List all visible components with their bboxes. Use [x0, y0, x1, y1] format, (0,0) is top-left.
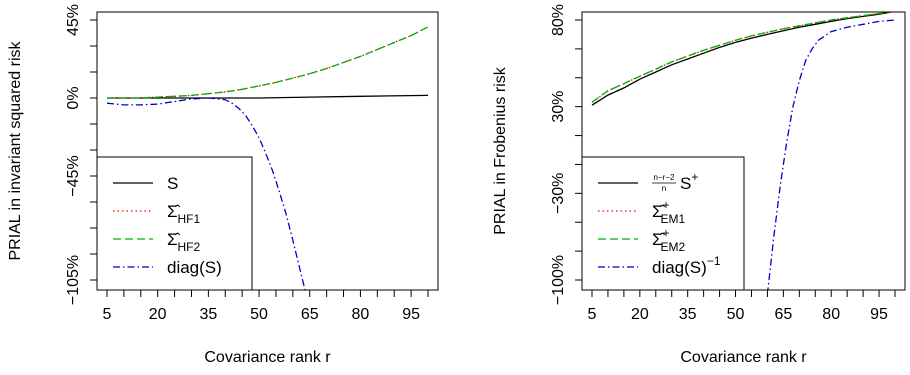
legend-box — [96, 156, 253, 291]
y-axis-label: PRIAL in invariant squared risk — [7, 40, 24, 260]
series-line-2 — [107, 26, 429, 99]
series-lines — [591, 12, 896, 290]
x-tick-label: 95 — [402, 306, 420, 323]
x-tick-label: 80 — [352, 306, 370, 323]
x-tick-label: 50 — [727, 306, 745, 323]
series-line-2 — [591, 12, 895, 103]
y-tick-label: −45% — [65, 155, 82, 196]
legend-label: diag(S) — [167, 258, 222, 277]
series-line-4 — [767, 19, 896, 290]
series-line-3 — [591, 12, 895, 103]
x-axis: 5 20 35 50 65 80 95 — [588, 290, 896, 323]
chart-panel-1: 5 20 35 50 65 80 95 Covariance rank r −105% −45% 0… — [7, 4, 439, 366]
x-tick-label: 95 — [870, 306, 888, 323]
x-tick-label: 35 — [679, 306, 697, 323]
x-tick-label: 5 — [103, 306, 112, 323]
series-line-4 — [106, 97, 306, 290]
x-tick-label: 20 — [631, 306, 649, 323]
series-line-1 — [591, 12, 895, 106]
x-axis-label: Covariance rank r — [680, 349, 807, 366]
x-tick-label: 5 — [588, 306, 597, 323]
y-axis: −100% −30% 30% 80% — [550, 4, 582, 305]
y-tick-label: −30% — [550, 173, 567, 214]
y-tick-label: 0% — [65, 86, 82, 109]
x-axis-label: Covariance rank r — [204, 349, 331, 366]
x-axis: 5 20 35 50 65 80 95 — [103, 290, 429, 323]
legend-label: Σ̂HF1 — [167, 202, 201, 226]
fraction-denominator: n — [662, 184, 666, 193]
x-tick-label: 50 — [250, 306, 268, 323]
plot-frame — [96, 11, 439, 291]
legend-label: diag(S)−1 — [652, 254, 721, 277]
fraction-numerator: n−r−2 — [654, 173, 675, 182]
y-axis: −105% −45% 0% 45% — [65, 4, 97, 305]
series-line-3 — [107, 26, 429, 99]
y-tick-label: −100% — [550, 255, 567, 305]
y-tick-label: 80% — [550, 4, 567, 36]
legend-box — [581, 156, 745, 291]
y-tick-label: 30% — [550, 91, 567, 123]
legend-fraction: n−r−2 n — [652, 173, 676, 193]
series-line-1 — [107, 94, 429, 99]
legend: S Σ̂HF1 Σ̂HF2 diag(S) — [96, 156, 253, 291]
x-tick-label: 65 — [301, 306, 319, 323]
series-lines — [106, 26, 429, 290]
y-tick-label: −105% — [65, 255, 82, 305]
legend-label: Σ̂HF2 — [167, 230, 201, 254]
legend-label: S — [167, 174, 178, 193]
y-axis-label: PRIAL in Frobenius risk — [492, 66, 509, 234]
legend-label: Σ̂+ EM1 — [652, 198, 686, 226]
x-tick-label: 80 — [822, 306, 840, 323]
x-tick-label: 20 — [149, 306, 167, 323]
x-tick-label: 35 — [199, 306, 217, 323]
chart-panel-2: 5 20 35 50 65 80 95 Covariance rank r −100% −30% 3… — [492, 4, 906, 366]
legend-label: Σ̂+ EM2 — [652, 226, 686, 254]
legend-label: S+ — [680, 170, 698, 193]
x-tick-label: 65 — [774, 306, 792, 323]
y-tick-label: 45% — [65, 4, 82, 36]
